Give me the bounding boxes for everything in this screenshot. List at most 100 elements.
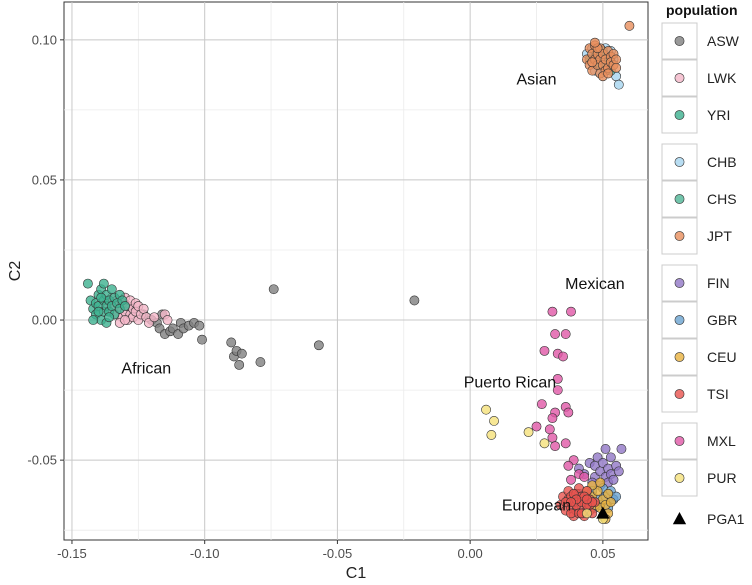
data-point-mxl [563, 460, 574, 471]
legend-label: PUR [707, 470, 737, 486]
legend-swatch [674, 389, 685, 399]
data-point-mxl [560, 438, 571, 449]
data-point-mxl [550, 441, 560, 452]
data-point-lwk [138, 303, 149, 314]
data-point-yri [96, 292, 107, 303]
data-point-lwk [149, 312, 160, 323]
legend-item-pur: PUR [661, 459, 737, 497]
data-point-jpt [603, 68, 614, 79]
data-point-asw [194, 320, 205, 331]
legend-swatch [672, 512, 687, 525]
y-tick-label: 0.10 [32, 32, 57, 47]
data-point-mxl [547, 306, 558, 317]
legend-title: population [666, 2, 738, 18]
data-point-mxl [544, 424, 555, 435]
x-tick-label: -0.05 [323, 546, 353, 561]
data-point-asw [226, 337, 237, 348]
data-point-asw [236, 348, 247, 359]
legend-swatch [674, 157, 685, 167]
legend-swatch [674, 73, 685, 83]
legend-label: PGA1 [707, 511, 745, 527]
legend-label: ASW [707, 33, 740, 49]
data-point-pur [481, 404, 491, 415]
legend-label: GBR [707, 312, 737, 328]
legend-label: LWK [707, 70, 737, 86]
data-point-ceu [603, 488, 614, 499]
y-axis-title: C2 [7, 261, 24, 282]
annotation-african: African [121, 360, 171, 377]
legend-key [661, 338, 698, 376]
minor-gridlines [64, 2, 648, 540]
legend-item-jpt: JPT [661, 217, 732, 255]
legend-label: JPT [707, 228, 732, 244]
legend-label: YRI [707, 107, 730, 123]
data-point-ceu [605, 497, 616, 508]
x-tick-label: -0.15 [57, 546, 87, 561]
legend-item-pga1: PGA1 [672, 511, 745, 527]
data-point-jpt [611, 54, 622, 65]
data-point-fin [600, 444, 611, 454]
legend-swatch [674, 473, 685, 483]
data-point-pur [489, 416, 499, 426]
cluster-annotations: Asian African Mexican Puerto Rican European [121, 72, 624, 515]
legend-swatch [674, 315, 685, 325]
data-points [82, 20, 635, 524]
data-point-mxl [536, 399, 547, 409]
series-pga1 [596, 506, 610, 519]
y-tick-label: 0.05 [32, 172, 57, 187]
data-point-mxl [531, 421, 542, 432]
data-point-yri [93, 306, 104, 317]
annotation-asian: Asian [516, 72, 556, 89]
legend-label: CEU [707, 349, 737, 365]
legend-label: MXL [707, 433, 736, 449]
data-point-asw [409, 295, 420, 306]
data-point-asw [197, 334, 207, 345]
legend-item-chs: CHS [661, 180, 737, 218]
data-point-pur [582, 508, 592, 519]
legend-item-tsi: TSI [661, 375, 729, 413]
legend-label: CHB [707, 154, 737, 170]
data-point-ceu [595, 477, 606, 488]
x-tick-label: 0.00 [457, 546, 482, 561]
data-point-mxl [552, 385, 563, 395]
data-point-yri [120, 301, 130, 311]
series-mxl [531, 306, 590, 485]
legend-item-asw: ASW [661, 22, 740, 60]
legend-item-gbr: GBR [661, 301, 737, 339]
data-point-mxl [560, 329, 571, 339]
data-point-asw [234, 359, 245, 370]
data-point-mxl [566, 306, 576, 317]
legend-item-ceu: CEU [661, 338, 737, 376]
legend-swatch [674, 194, 685, 204]
y-tick-label: 0.00 [32, 313, 57, 328]
plot-panel [63, 1, 649, 541]
data-point-jpt [624, 20, 635, 31]
x-axis-ticks: -0.15 -0.10 -0.05 0.00 0.05 [57, 540, 616, 561]
data-point-tsi [566, 497, 576, 508]
legend-swatch [674, 110, 685, 120]
data-point-lwk [120, 315, 130, 325]
data-point-pga1 [596, 506, 610, 519]
data-point-asw [255, 357, 266, 367]
data-point-mxl [539, 345, 550, 356]
data-point-fin [616, 444, 627, 454]
data-point-fin [608, 474, 619, 485]
data-point-asw [313, 340, 324, 351]
y-axis-ticks: -0.05 0.00 0.05 0.10 [27, 32, 64, 468]
legend-swatch [674, 436, 685, 446]
legend-item-chb: CHB [661, 143, 737, 181]
data-point-jpt [587, 57, 598, 68]
data-point-mxl [547, 413, 558, 424]
data-point-yri [104, 312, 115, 323]
series-jpt [582, 20, 635, 82]
series-yri [82, 278, 130, 328]
legend-swatch [674, 36, 685, 46]
data-point-pur [486, 430, 497, 440]
data-point-mxl [566, 474, 576, 485]
data-point-yri [82, 278, 93, 289]
data-point-fin [613, 466, 624, 477]
data-point-pur [523, 427, 534, 438]
legend-swatch [674, 278, 685, 288]
x-tick-label: -0.10 [190, 546, 220, 561]
legend-swatch [674, 352, 685, 362]
